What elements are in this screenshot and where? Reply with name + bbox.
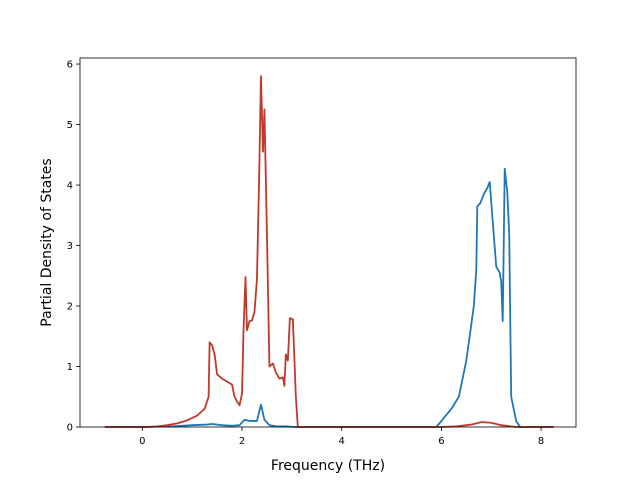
x-axis-ticks: 0 2 4 6 8 — [139, 427, 544, 447]
x-tick-label: 2 — [239, 436, 245, 447]
y-tick-label: 1 — [67, 362, 73, 373]
y-tick-label: 3 — [67, 241, 73, 252]
y-axis-label: Partial Density of States — [39, 158, 55, 326]
y-tick-label: 6 — [67, 60, 73, 71]
x-axis-label: Frequency (THz) — [271, 458, 385, 474]
axes-frame — [79, 57, 577, 428]
y-tick-label: 0 — [67, 423, 73, 434]
y-axis-ticks: 0 1 2 3 4 5 6 — [67, 60, 80, 434]
y-tick-label: 4 — [67, 181, 73, 192]
x-tick-label: 6 — [438, 436, 444, 447]
y-tick-label: 2 — [67, 302, 73, 313]
x-tick-label: 0 — [139, 436, 145, 447]
y-tick-label: 5 — [67, 120, 73, 131]
x-tick-label: 8 — [538, 436, 544, 447]
series-line-2 — [104, 75, 554, 428]
x-tick-label: 4 — [339, 436, 345, 447]
series-line-1 — [104, 167, 554, 428]
series-lines — [104, 75, 554, 428]
